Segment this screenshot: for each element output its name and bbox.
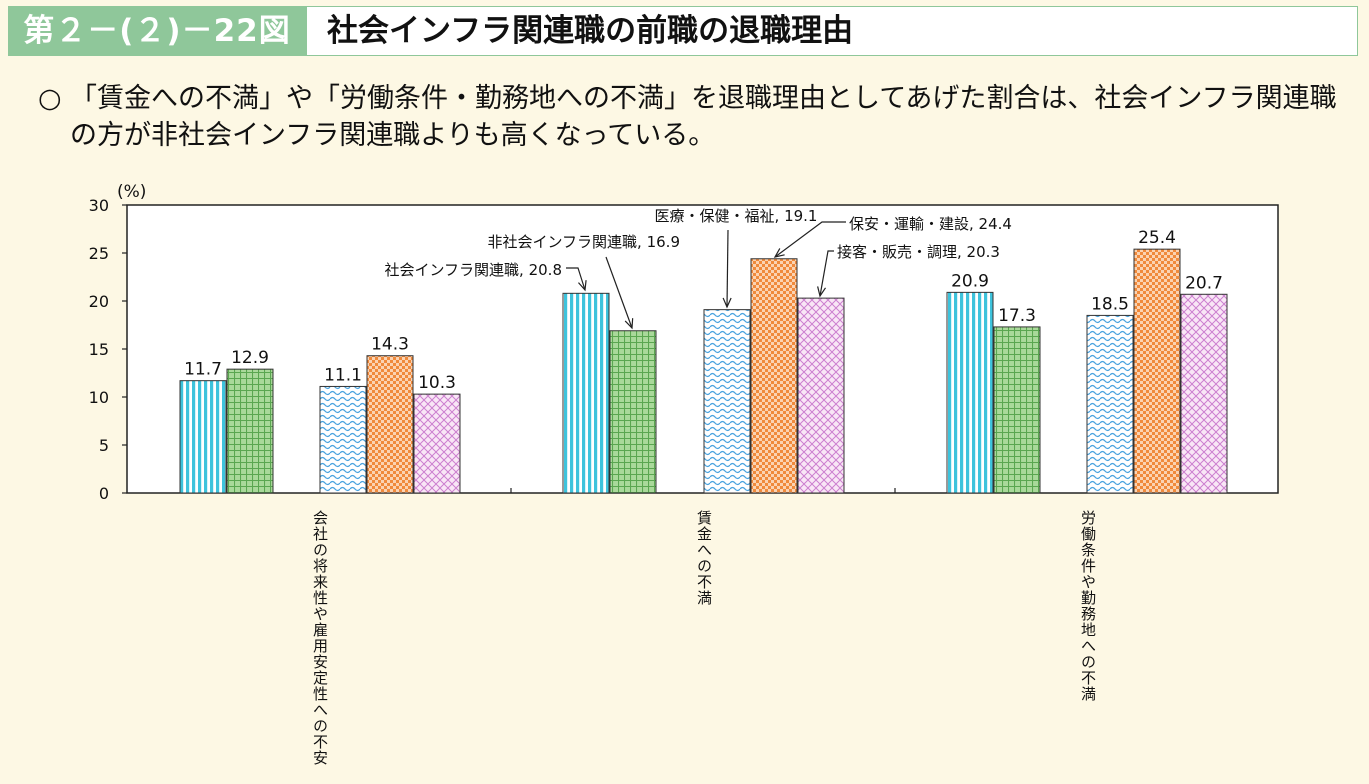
data-label: 18.5 <box>1091 294 1129 314</box>
bars <box>179 248 1228 494</box>
bar <box>562 292 610 494</box>
bar <box>413 393 461 494</box>
callout-arrowhead <box>773 248 785 258</box>
bar <box>609 330 657 494</box>
category-label: 労働条件や勤務地への不満 <box>1079 510 1097 702</box>
callout-label: 接客・販売・調理, 20.3 <box>837 243 1000 261</box>
callout-leader <box>819 250 834 297</box>
y-tick-label: 30 <box>89 196 109 215</box>
figure-number: 第２－(２)－22図 <box>8 6 306 56</box>
callout-arrowhead <box>624 318 634 330</box>
y-tick-label: 15 <box>89 340 109 359</box>
y-tick-label: 20 <box>89 292 109 311</box>
data-label: 12.9 <box>231 348 269 368</box>
plot-area <box>126 204 1279 494</box>
data-label: 11.1 <box>324 365 362 385</box>
bar <box>703 309 751 494</box>
callout-leader <box>566 267 586 291</box>
callout-label: 非社会インフラ関連職, 16.9 <box>488 233 681 251</box>
callout-arrowhead <box>817 286 827 298</box>
data-label: 17.3 <box>998 306 1036 326</box>
callout-label: 社会インフラ関連職, 20.8 <box>385 261 563 279</box>
data-labels: 11.7 20.9 12.9 17.3 11.1 18.5 14.3 25.4 10.3 20.7 <box>184 228 1223 393</box>
bar <box>226 368 274 494</box>
bar <box>993 326 1041 494</box>
callout-arrowhead <box>722 297 732 309</box>
summary-text: 「賃金への不満」や「労働条件・勤務地への不満」を退職理由としてあげた割合は、社会… <box>70 83 1337 151</box>
data-label: 25.4 <box>1138 228 1176 248</box>
y-tick-label: 10 <box>89 388 109 407</box>
bar <box>1086 314 1134 494</box>
callout-arrowhead <box>578 280 587 292</box>
callouts: 社会インフラ関連職, 20.8 非社会インフラ関連職, 16.9 医療・保健・福祉,… <box>385 207 1012 330</box>
bar <box>797 297 845 494</box>
bar <box>1180 293 1228 494</box>
category-label: 賃金への不満 <box>695 510 713 606</box>
data-label: 11.7 <box>184 360 222 380</box>
data-label: 20.9 <box>951 271 989 291</box>
bar <box>319 385 367 494</box>
bar <box>179 380 227 494</box>
bar <box>1133 248 1181 494</box>
bar <box>750 258 798 494</box>
y-axis-label: (%) <box>117 182 146 202</box>
bar <box>366 355 414 494</box>
bar <box>946 291 994 494</box>
y-tick-label: 5 <box>99 436 109 455</box>
data-label: 20.7 <box>1185 273 1223 293</box>
axes: 0 5 10 15 20 25 30 (%) 会社の将来性や雇用安定性への不安 賃金への不満 労働条… <box>89 182 1279 766</box>
figure-title: 社会インフラ関連職の前職の退職理由 <box>327 13 854 49</box>
summary-bullet: ○ <box>38 83 62 114</box>
callout-label: 医療・保健・福祉, 19.1 <box>655 207 818 225</box>
data-label: 10.3 <box>418 373 456 393</box>
callout-leader <box>774 221 846 258</box>
y-tick-label: 0 <box>99 484 109 503</box>
figure-header: 第２－(２)－22図 社会インフラ関連職の前職の退職理由 <box>0 0 1369 62</box>
callout-leader <box>605 256 633 329</box>
y-tick-label: 25 <box>89 244 109 263</box>
callout-leader <box>726 229 729 308</box>
figure-title-box: 社会インフラ関連職の前職の退職理由 <box>306 6 1358 56</box>
category-label: 会社の将来性や雇用安定性への不安 <box>311 510 329 766</box>
callout-label: 保安・運輸・建設, 24.4 <box>849 215 1012 233</box>
data-label: 14.3 <box>371 335 409 355</box>
